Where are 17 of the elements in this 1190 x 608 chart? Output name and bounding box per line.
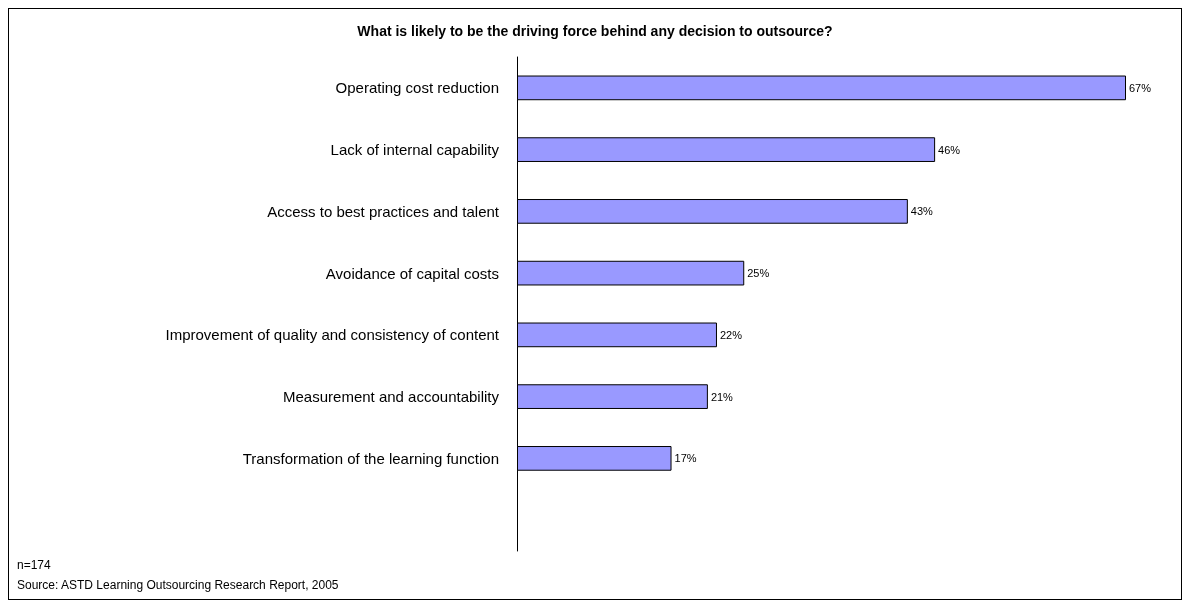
y-tick-label: Access to best practices and talent: [267, 202, 500, 220]
data-label: 25%: [747, 267, 770, 280]
y-tick-label: Operating cost reduction: [335, 79, 499, 97]
chart-title: What is likely to be the driving force behind any decision to outsource?: [357, 23, 833, 39]
data-label: 67%: [1129, 81, 1152, 94]
source-note: Source: ASTD Learning Outsourcing Research Report, 2005: [17, 578, 339, 592]
y-tick-label: Measurement and accountability: [283, 388, 500, 406]
data-label: 43%: [910, 205, 934, 218]
data-label: 21%: [710, 390, 734, 403]
y-tick-label: Lack of internal capability: [330, 141, 500, 159]
data-label: 46%: [938, 143, 961, 156]
y-tick-label: Avoidance of capital costs: [325, 264, 499, 282]
data-label: 17%: [674, 452, 697, 465]
data-label: 22%: [719, 328, 743, 341]
y-tick-label: Improvement of quality and consistency of content: [165, 326, 500, 344]
y-tick-label: Transformation of the learning function: [242, 449, 499, 467]
text: n=174: [17, 558, 52, 572]
